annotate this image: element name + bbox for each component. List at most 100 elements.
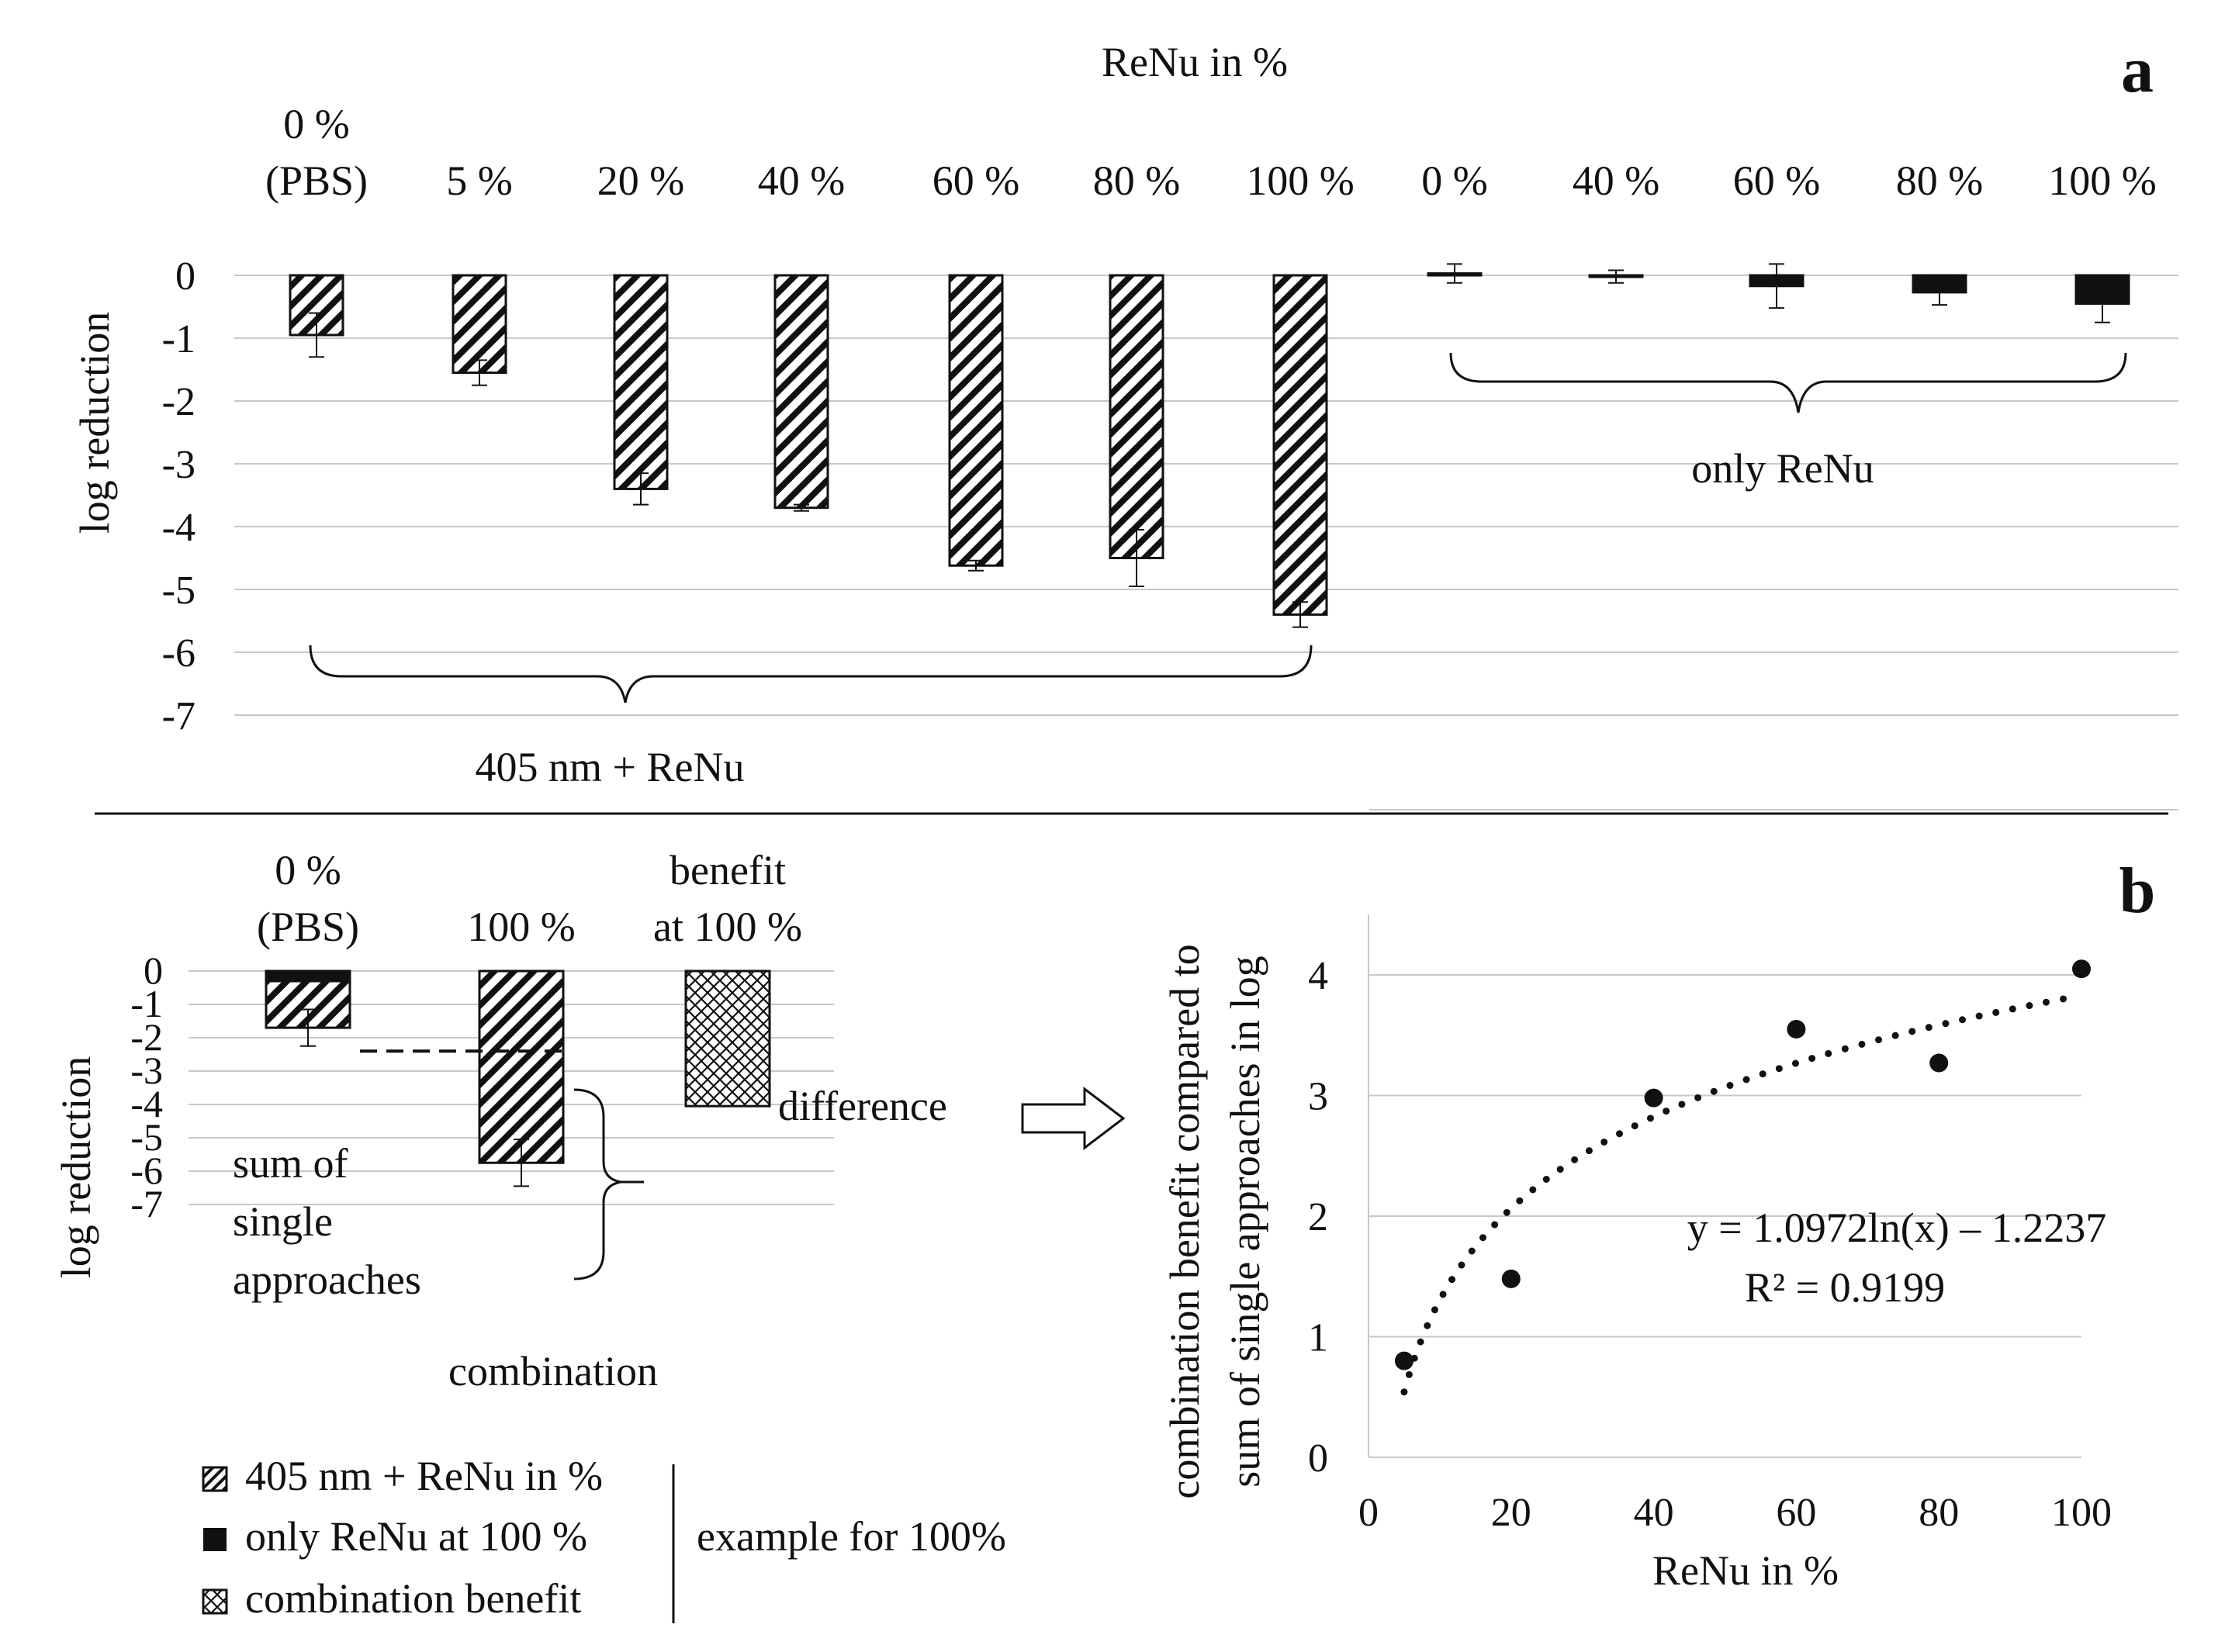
category-label: 0 % (PBS) [257, 847, 359, 950]
sum-label-line: approaches [233, 1256, 421, 1303]
category-label: 40 % [1573, 157, 1659, 204]
trendline [1400, 995, 2067, 1396]
trendline-dot [1400, 1388, 1408, 1396]
y-tick-label: -4 [162, 506, 196, 550]
data-point [1501, 1269, 1521, 1288]
arrow-icon [1021, 1086, 1126, 1151]
trendline-dot [1959, 1016, 1967, 1024]
trendline-dot [1663, 1108, 1670, 1115]
trendline-dot [1491, 1221, 1499, 1229]
y-tick-label: -1 [162, 317, 196, 361]
bar [773, 274, 829, 510]
brace-combination-label: 405 nm + ReNu [476, 744, 745, 790]
scatter-points [1394, 959, 2091, 1370]
y-axis-label-line: combination benefit compared to [1161, 944, 1208, 1498]
trendline-dot [1439, 1291, 1447, 1298]
category-label-line: 80 % [1093, 157, 1180, 204]
y-tick-label: -1 [130, 982, 163, 1025]
panel-b-bar-y-ticks: 0-1-2-3-4-5-6-7 [130, 949, 163, 1225]
panel-a-grid [234, 275, 2178, 810]
x-tick-label: 40 [1634, 1491, 1674, 1535]
y-axis-label-line: sum of single approaches in log [1222, 956, 1268, 1487]
trendline-dot [1694, 1094, 1702, 1101]
legend-note: example for 100% [697, 1513, 1006, 1560]
x-tick-label: 80 [1919, 1491, 1959, 1535]
bar [478, 969, 565, 1164]
panel-b-scatter-x-ticks: 0 20 40 60 80 100 [1358, 1491, 2112, 1535]
legend: 405 nm + ReNu in % only ReNu at 100 % co… [202, 1453, 1006, 1623]
panel-b-scatter-y-axis-label: combination benefit compared to sum of si… [1161, 944, 1268, 1498]
panel-b-bar-chart: 0-1-2-3-4-5-6-7 log reduction 0 % (PBS) 10… [53, 847, 947, 1395]
trendline-dot [1925, 1024, 1933, 1032]
panel-a-bars [289, 263, 2130, 628]
bar [1109, 274, 1164, 559]
trendline-dot [1405, 1370, 1413, 1378]
category-label: 80 % [1896, 157, 1983, 204]
category-label-line: benefit [670, 847, 786, 893]
trendline-dot [1468, 1247, 1476, 1255]
panel-b-scatter-axes [1368, 914, 2081, 1458]
trendline-dot [1775, 1065, 1783, 1073]
brace-only-renu [1449, 352, 2127, 413]
category-label-line: 20 % [597, 157, 684, 204]
trendline-dot [1516, 1197, 1524, 1204]
panel-a-title: ReNu in % [1102, 39, 1288, 85]
trendline-dot [1742, 1076, 1750, 1083]
category-label-line: 100 % [467, 904, 575, 950]
bar [613, 274, 669, 490]
trendline-dot [1431, 1306, 1438, 1314]
sum-label-line: single [233, 1198, 333, 1245]
y-tick-label: -6 [130, 1149, 163, 1192]
category-label-line: 40 % [1573, 157, 1659, 204]
trendline-dot [1503, 1208, 1510, 1216]
trendline-dot [1646, 1115, 1654, 1122]
data-point [1394, 1351, 1413, 1370]
y-tick-label: 0 [144, 949, 163, 992]
trendline-dot [2026, 1002, 2033, 1010]
trendline-dot [1571, 1156, 1579, 1163]
bar-solid-segment [265, 969, 351, 983]
category-label: 60 % [933, 157, 1019, 204]
trendline-dot [1542, 1175, 1550, 1183]
trendline-r-squared: R² = 0.9199 [1745, 1264, 1945, 1311]
trendline-dot [1908, 1028, 1916, 1035]
category-label: 40 % [758, 157, 845, 204]
sum-of-single-approaches-label: sum of single approaches [233, 1140, 421, 1303]
y-tick-label: -5 [130, 1115, 163, 1159]
y-tick-label: -3 [162, 443, 196, 487]
x-tick-label: 60 [1776, 1491, 1816, 1535]
category-label: 100 % [2048, 157, 2156, 204]
category-label-line: 60 % [1733, 157, 1820, 204]
trendline-dot [1678, 1101, 1686, 1108]
brace-combination [309, 645, 1313, 703]
panel-a: ReNu in % a 0 -1 -2 -3 -4 -5 -6 -7 log reductio… [71, 34, 2178, 810]
y-tick-label: -6 [162, 631, 196, 676]
y-tick-label: 3 [1308, 1075, 1328, 1119]
category-label: 100 % [1246, 157, 1354, 204]
trendline-dot [1710, 1087, 1718, 1095]
panel-b-bar-category-labels: 0 % (PBS) 100 % benefit at 100 % [257, 847, 802, 950]
y-tick-label: 0 [175, 254, 196, 299]
trendline-dot [1759, 1070, 1766, 1078]
y-tick-label: -2 [130, 1015, 163, 1059]
panel-b-scatter: b 0 1 2 3 4 0 20 40 60 80 100 ReNu in % combinati… [1161, 855, 2155, 1594]
y-tick-label: 4 [1308, 954, 1328, 998]
y-tick-label: -7 [130, 1182, 163, 1225]
trendline-dot [2009, 1005, 2016, 1013]
trendline-dot [1791, 1059, 1799, 1067]
sum-label-line: sum of [233, 1140, 348, 1187]
trendline-dot [1975, 1012, 1983, 1020]
category-label: 0 % [1421, 157, 1487, 204]
y-tick-label: 1 [1308, 1316, 1328, 1360]
difference-label: difference [778, 1083, 947, 1129]
category-label-line: 80 % [1896, 157, 1983, 204]
bar [684, 969, 771, 1108]
trendline-dot [1529, 1186, 1537, 1194]
y-tick-label: -5 [162, 569, 196, 613]
category-label-line: 100 % [1246, 157, 1354, 204]
category-label: 60 % [1733, 157, 1820, 204]
data-point [1644, 1088, 1663, 1108]
trendline-dot [1479, 1234, 1486, 1242]
panel-a-y-axis-label: log reduction [71, 312, 118, 534]
trendline-dot [1585, 1147, 1593, 1155]
